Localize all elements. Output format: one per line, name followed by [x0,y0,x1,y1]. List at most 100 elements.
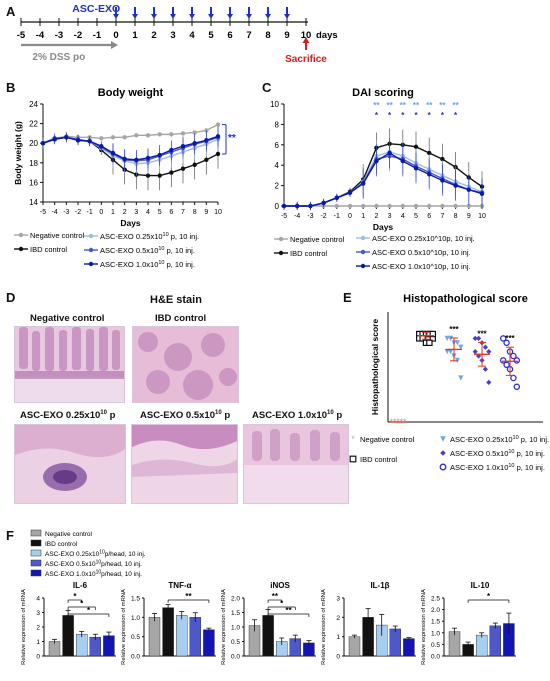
legend-label: ASC-EXO 0.25x1010 p, 10 inj. [100,232,199,241]
data-point [482,344,488,350]
data-point [334,203,339,209]
data-point [387,203,392,209]
data-point [503,339,510,347]
injection-arrowhead [151,14,157,19]
histopathology-chart: Histopathological score Histopathological… [349,293,549,472]
sig-marker: ** [185,592,192,601]
injection-arrowhead [132,14,138,19]
timeline-tick-label: 2 [151,30,156,41]
sig-marker: * [454,111,458,120]
data-point [192,162,197,167]
data-point [99,136,104,141]
sig-marker: *** [449,325,459,334]
y-tick-label: 0.5 [231,639,240,646]
x-tick-label: -4 [52,209,58,216]
legend-swatch [30,529,42,537]
timeline-tick-label: 0 [113,30,118,41]
chart-title: Body weight [98,87,164,99]
legend-marker [88,261,94,267]
bar [448,631,461,657]
bar [75,634,88,657]
y-tick-label: 2.0 [431,607,440,614]
y-axis-label: DAI [262,148,264,163]
y-tick-label: 2.0 [231,596,240,603]
legend-marker [439,463,447,471]
y-tick-label: 0 [336,654,340,661]
data-point [387,150,392,156]
x-tick-label: 3 [134,209,138,216]
x-tick-label: 8 [454,213,458,220]
bar [262,615,274,657]
bar [148,617,161,657]
data-point [466,187,471,192]
x-axis-label: Days [373,222,394,232]
data-point [215,134,221,139]
data-point [110,150,116,156]
data-point [75,138,81,143]
legend-label: ASC-EXO 1.0x1010p/head, 10 inj. [45,570,142,579]
legend-label: IBD control [45,541,78,548]
y-tick-label: 1.5 [231,610,240,617]
data-point [134,157,139,163]
data-point [215,122,221,127]
data-point [427,172,432,177]
series-line [284,155,483,207]
legend-marker [88,233,94,239]
series-line [42,123,219,144]
data-point [413,203,419,209]
legend-label: ASC-EXO 1.0x10^10p, 10 inj. [372,262,471,271]
injection-arrowhead [227,14,233,19]
data-point [347,203,353,209]
y-tick-label: 2 [275,182,280,191]
sig-marker: *** [505,334,515,343]
data-point [486,379,492,385]
x-tick-label: 3 [388,213,392,220]
data-point [169,170,174,175]
data-point [40,141,46,146]
he-image-025 [14,424,126,504]
data-point [157,152,162,158]
timeline-tick-label: 3 [170,30,175,41]
data-point [427,150,432,156]
data-point [169,132,174,137]
he-title: H&E stain [150,294,202,306]
y-tick-label: 2 [36,625,40,632]
x-tick-label: -1 [334,213,340,220]
y-tick-label: 1.5 [131,596,140,603]
legend-label: ASC-EXO 0.5x1010p/head, 10 inj. [45,560,142,569]
sacrifice-arrowhead [302,37,310,43]
y-tick-label: 4 [275,161,280,170]
data-point [427,203,432,209]
x-tick-label: -5 [40,209,46,216]
y-tick-label: 14 [29,198,38,207]
he-image-negative [14,326,125,403]
gene-title: IL-10 [471,581,490,590]
data-point [122,135,127,140]
sig-marker: ** [400,101,407,110]
legend-label: ASC-EXO 0.5x1010 p, 10 inj. [100,246,195,255]
y-tick-label: 1.0 [131,615,140,622]
x-tick-label: 6 [169,209,173,216]
legend-marker [278,236,284,242]
y-tick-label: 16 [29,178,38,187]
legend-label: ASC-EXO 0.5x1010 p, 10 inj. [450,449,545,458]
x-tick-label: 10 [214,209,222,216]
legend-label: Negative control [360,435,415,444]
timeline-tick-label: -3 [55,30,63,41]
he-caption-10: ASC-EXO 1.0x1010 p [252,410,343,422]
data-point [400,158,405,164]
series-line [284,151,483,207]
x-tick-label: -3 [307,213,313,220]
x-axis-label: Days [120,218,141,228]
y-tick-label: 10 [270,100,279,109]
y-tick-label: 18 [29,159,38,168]
sig-marker: * [487,592,491,601]
legend-swatch [30,569,42,577]
data-point [180,143,186,149]
data-point [374,158,379,164]
data-point [454,340,460,346]
y-tick-label: 6 [275,141,280,150]
sig-marker: ** [452,101,459,110]
data-point [499,335,507,342]
data-point [87,139,92,144]
